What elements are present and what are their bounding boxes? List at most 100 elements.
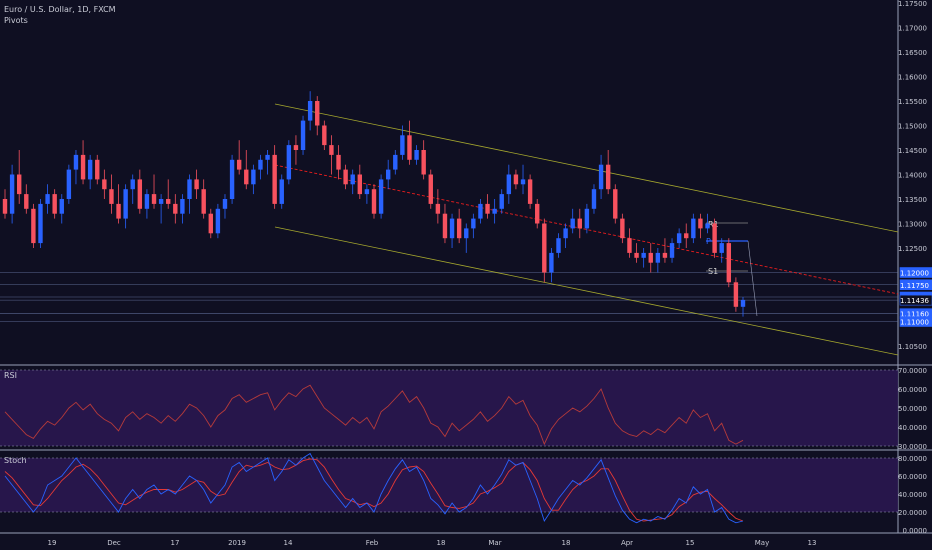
candle-body[interactable] — [343, 169, 348, 185]
candle-body[interactable] — [471, 218, 476, 229]
candle-body[interactable] — [698, 218, 703, 229]
candle-body[interactable] — [244, 169, 249, 185]
candle-body[interactable] — [229, 159, 235, 199]
candle-body[interactable] — [499, 194, 504, 209]
candle-body[interactable] — [492, 208, 497, 214]
candle-body[interactable] — [442, 213, 448, 239]
candle-body[interactable] — [66, 169, 72, 199]
candle-body[interactable] — [215, 208, 221, 234]
candle-body[interactable] — [570, 218, 575, 229]
candle-body[interactable] — [52, 194, 57, 214]
candle-body[interactable] — [137, 179, 143, 209]
candle-body[interactable] — [236, 159, 242, 170]
candle-body[interactable] — [16, 174, 22, 195]
candle-body[interactable] — [563, 228, 568, 239]
candle-body[interactable] — [435, 203, 441, 214]
candle-body[interactable] — [166, 199, 171, 204]
candle-body[interactable] — [428, 174, 433, 204]
candle-body[interactable] — [549, 252, 554, 273]
candle-body[interactable] — [144, 194, 150, 209]
candle-body[interactable] — [293, 145, 299, 150]
candle-body[interactable] — [421, 150, 426, 175]
candle-body[interactable] — [598, 164, 604, 190]
candle-body[interactable] — [201, 189, 206, 214]
candle-body[interactable] — [180, 199, 185, 214]
candle-body[interactable] — [350, 174, 355, 185]
candle-body[interactable] — [456, 218, 462, 239]
candle-body[interactable] — [151, 194, 157, 204]
candle-body[interactable] — [130, 179, 135, 190]
candle-body[interactable] — [613, 189, 618, 219]
candle-body[interactable] — [485, 203, 490, 214]
candle-body[interactable] — [634, 252, 639, 258]
candle-body[interactable] — [577, 218, 582, 229]
candle-body[interactable] — [478, 203, 483, 219]
candle-body[interactable] — [194, 179, 199, 190]
candle-body[interactable] — [222, 199, 228, 209]
candle-body[interactable] — [187, 179, 192, 199]
candle-body[interactable] — [251, 169, 256, 185]
candle-body[interactable] — [158, 199, 164, 204]
candle-body[interactable] — [80, 154, 86, 180]
candle-body[interactable] — [556, 238, 561, 253]
candle-body[interactable] — [208, 213, 213, 234]
candle-body[interactable] — [123, 189, 128, 219]
candle-body[interactable] — [705, 223, 710, 229]
candle-body[interactable] — [506, 174, 512, 195]
candle-body[interactable] — [691, 218, 696, 239]
candle-body[interactable] — [265, 154, 270, 160]
candle-body[interactable] — [31, 208, 36, 244]
candle-body[interactable] — [364, 189, 370, 195]
candle-body[interactable] — [414, 150, 419, 160]
candle-body[interactable] — [378, 179, 384, 214]
candle-body[interactable] — [605, 164, 611, 190]
candle-body[interactable] — [59, 199, 64, 214]
candle-body[interactable] — [307, 101, 313, 121]
candle-body[interactable] — [400, 135, 405, 155]
candle-body[interactable] — [279, 179, 284, 204]
candle-body[interactable] — [684, 233, 689, 239]
candle-body[interactable] — [73, 154, 79, 170]
candle-body[interactable] — [513, 174, 519, 185]
candle-body[interactable] — [95, 159, 100, 180]
candle-body[interactable] — [286, 145, 292, 180]
candle-body[interactable] — [520, 179, 526, 185]
candle-body[interactable] — [315, 101, 320, 126]
candle-body[interactable] — [385, 169, 391, 180]
candle-body[interactable] — [45, 194, 50, 204]
candle-body[interactable] — [719, 243, 724, 253]
candle-body[interactable] — [591, 189, 597, 209]
candle-body[interactable] — [733, 282, 739, 307]
candle-body[interactable] — [24, 194, 29, 209]
candle-body[interactable] — [655, 252, 661, 263]
candle-body[interactable] — [584, 208, 590, 229]
candle-body[interactable] — [641, 252, 646, 258]
candle-body[interactable] — [669, 243, 675, 258]
candle-body[interactable] — [336, 154, 341, 170]
candle-body[interactable] — [38, 203, 43, 244]
candle-body[interactable] — [648, 252, 653, 263]
candle-body[interactable] — [662, 252, 668, 258]
candle-body[interactable] — [329, 145, 334, 155]
candle-body[interactable] — [527, 179, 533, 204]
candle-body[interactable] — [407, 135, 412, 160]
candle-body[interactable] — [393, 154, 398, 170]
candle-body[interactable] — [116, 203, 121, 219]
candle-body[interactable] — [102, 179, 107, 190]
candle-body[interactable] — [357, 174, 363, 195]
candle-body[interactable] — [300, 120, 306, 150]
candle-body[interactable] — [542, 223, 547, 273]
candle-body[interactable] — [740, 299, 746, 307]
candle-body[interactable] — [173, 203, 178, 214]
candle-body[interactable] — [676, 233, 682, 244]
candle-body[interactable] — [258, 159, 263, 170]
candle-body[interactable] — [2, 199, 8, 214]
candle-body[interactable] — [464, 228, 469, 239]
candle-body[interactable] — [535, 203, 540, 224]
candle-body[interactable] — [272, 154, 277, 204]
candle-body[interactable] — [371, 189, 377, 214]
candle-body[interactable] — [87, 159, 93, 180]
candle-body[interactable] — [449, 218, 455, 239]
candle-body[interactable] — [620, 218, 625, 239]
